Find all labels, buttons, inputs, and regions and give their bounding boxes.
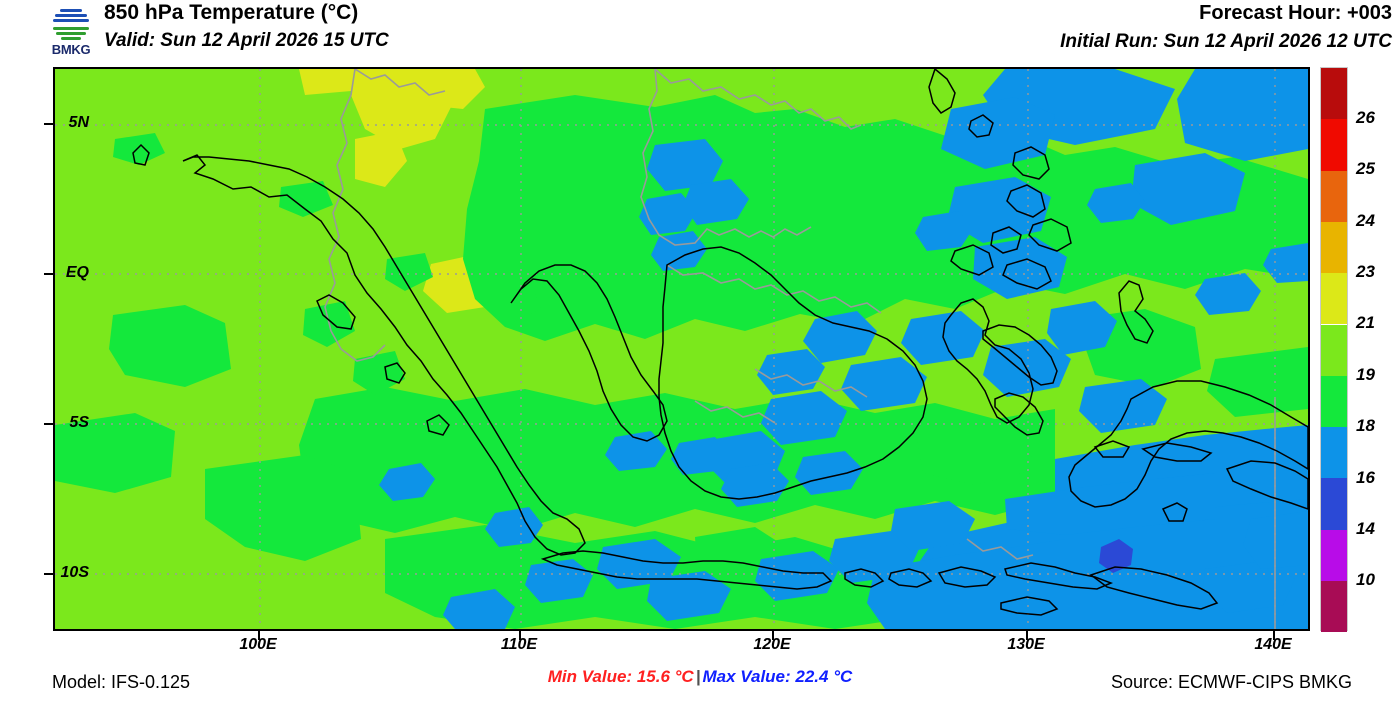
colorbar-band-6 [1321,375,1347,428]
country-borders [324,69,1276,629]
colorbar-band-8 [1321,478,1347,530]
x-axis-tick-120e [772,631,774,640]
colorbar-band-9 [1321,529,1347,581]
bmkg-logo-label: BMKG [51,42,91,57]
colorbar-tick-18: 18 [1356,416,1375,435]
x-axis-label-130e: 130E [1007,636,1045,653]
bmkg-logo: BMKG [42,2,100,58]
temperature-heatmap: Copyright Sub Bidang Prediksi Cuaca BMKG… [53,67,1310,631]
x-axis-label-120e: 120E [753,636,791,653]
min-max-separator: | [695,667,701,686]
source-label: Source: ECMWF-CIPS BMKG [1110,672,1352,692]
map-plot-area: Copyright Sub Bidang Prediksi Cuaca BMKG… [53,67,1310,631]
y-axis-tick-10s [44,573,53,575]
x-axis-label-110e: 110E [500,636,538,653]
colorbar-tick-25: 25 [1356,159,1375,178]
colorbar-band-0 [1321,68,1347,120]
y-axis-label-eq: EQ [65,264,89,281]
x-axis-label-100e: 100E [239,636,277,653]
forecast-hour-label: Forecast Hour: +003 [1199,2,1392,24]
x-axis-tick-130e [1026,631,1028,640]
temperature-colorbar [1320,67,1348,632]
page-header: BMKG 850 hPa Temperature (°C) Valid: Sun… [0,0,1400,60]
x-axis-tick-140e [1273,631,1275,640]
colorbar-tick-16: 16 [1356,468,1375,487]
y-axis-tick-5n [44,123,53,125]
y-axis-tick-eq [44,273,53,275]
min-max-value-row: Min Value: 15.6 °C | Max Value: 22.4 °C [548,667,853,687]
y-axis-tick-5s [44,423,53,425]
colorbar-band-1 [1321,119,1347,171]
band-14-16 [1099,539,1133,573]
x-axis-label-140e: 140E [1254,636,1292,653]
colorbar-band-10 [1321,581,1347,632]
y-axis-label-5s: 5S [69,414,89,431]
bmkg-logo-emblem [50,2,92,44]
colorbar-tick-19: 19 [1356,365,1375,384]
y-axis-label-10s: 10S [60,564,89,581]
initial-run-label: Initial Run: Sun 12 April 2026 12 UTC [1060,31,1392,52]
colorbar-tick-21: 21 [1356,313,1375,332]
page-title: 850 hPa Temperature (°C) [104,1,359,24]
min-value-label: Min Value: 15.6 °C [547,667,694,686]
y-axis-label-5n: 5N [68,114,89,131]
colorbar-band-3 [1321,221,1347,274]
colorbar-band-5 [1321,324,1347,376]
colorbar-band-7 [1321,427,1347,479]
colorbar-band-4 [1321,273,1347,325]
colorbar-tick-23: 23 [1356,262,1375,281]
x-axis-tick-100e [258,631,260,640]
colorbar-tick-24: 24 [1356,211,1375,230]
colorbar-band-2 [1321,170,1347,222]
colorbar-tick-14: 14 [1356,519,1375,538]
colorbar-tick-26: 26 [1356,108,1375,127]
map-gridlines [55,69,1308,629]
model-label: Model: IFS-0.125 [52,672,191,692]
valid-time-label: Valid: Sun 12 April 2026 15 UTC [104,30,389,51]
x-axis-tick-110e [519,631,521,640]
coastlines [132,69,1308,616]
colorbar-tick-10: 10 [1356,570,1375,589]
heatmap-canvas [55,69,1308,629]
max-value-label: Max Value: 22.4 °C [702,667,853,686]
